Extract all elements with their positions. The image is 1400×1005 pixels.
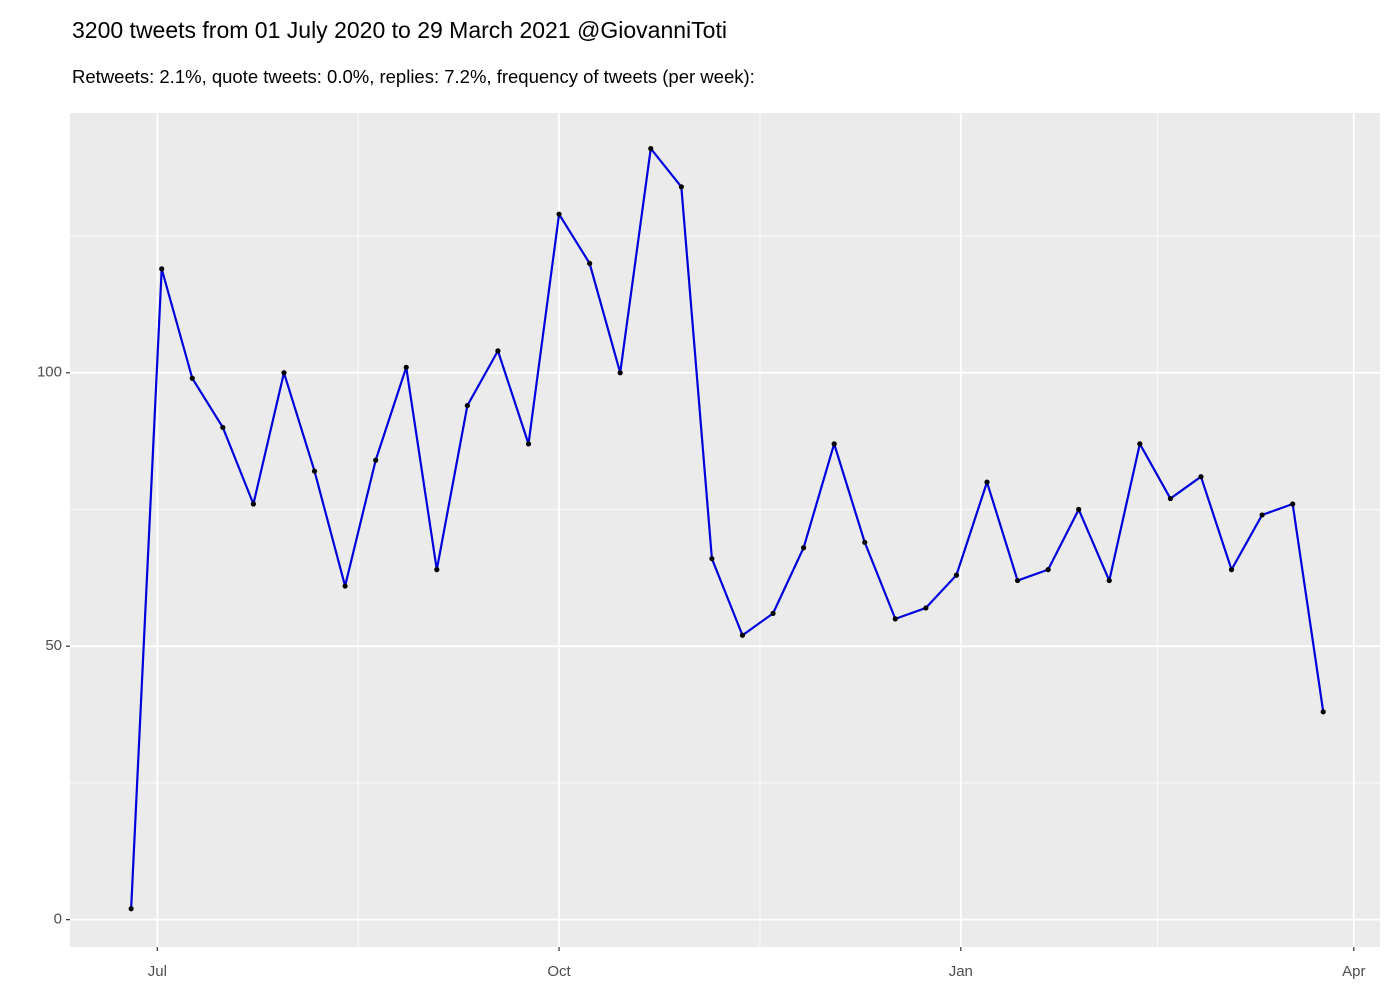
point (739, 632, 746, 638)
point (770, 610, 776, 617)
point (1320, 709, 1326, 715)
point (128, 906, 134, 912)
point (1076, 506, 1082, 513)
point (525, 441, 532, 447)
chart-title: 3200 tweets from 01 July 2020 to 29 Marc… (72, 17, 727, 43)
line (130, 147, 1325, 909)
point (648, 145, 654, 152)
point (801, 545, 807, 551)
y-tick-label: 100 (37, 364, 62, 381)
y-tick-label: 0 (54, 911, 62, 928)
point (892, 616, 898, 622)
x-tick-label: Apr (1342, 963, 1365, 980)
point (159, 266, 165, 272)
point (464, 402, 470, 409)
point (189, 375, 195, 381)
point (862, 539, 868, 545)
point (678, 184, 684, 190)
x-tick-label: Oct (547, 963, 571, 980)
x-tick-label: Jan (949, 963, 973, 980)
chart-subtitle: Retweets: 2.1%, quote tweets: 0.0%, repl… (72, 66, 755, 87)
point (1167, 495, 1173, 502)
point (617, 370, 623, 376)
point (495, 348, 501, 354)
x-tick-label: Jul (148, 963, 167, 980)
y-tick-label: 50 (45, 637, 62, 654)
point (1259, 512, 1265, 518)
point (556, 211, 562, 217)
point (1198, 474, 1204, 480)
point (1228, 567, 1235, 573)
point (342, 583, 348, 589)
point (434, 567, 440, 573)
point (1045, 567, 1051, 573)
point (984, 479, 990, 485)
point (373, 457, 379, 463)
point (311, 468, 318, 474)
point (587, 260, 593, 266)
panel-background (70, 113, 1380, 947)
point (1014, 577, 1021, 584)
point (250, 501, 256, 507)
point (953, 572, 960, 578)
point (403, 364, 409, 370)
point (831, 441, 837, 447)
point (220, 424, 226, 431)
point (281, 370, 287, 376)
point (1137, 441, 1143, 447)
point (1290, 501, 1296, 507)
point (709, 556, 715, 562)
point (923, 605, 929, 611)
point (1106, 577, 1112, 584)
